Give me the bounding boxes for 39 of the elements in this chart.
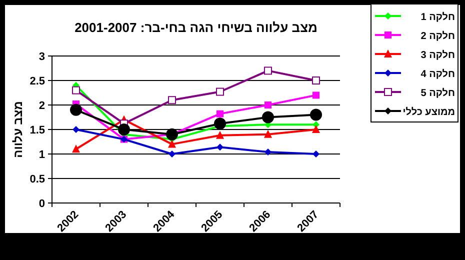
point: [264, 130, 272, 138]
y-tick-label: 0: [38, 198, 45, 210]
point: [262, 111, 274, 124]
point: [216, 130, 224, 139]
point: [264, 148, 272, 156]
y-tick-label: 2: [38, 100, 45, 112]
point: [168, 140, 176, 148]
point: [310, 108, 322, 121]
point: [72, 144, 80, 153]
legend-label: חלקה 2: [420, 30, 455, 42]
point: [264, 102, 272, 108]
point: [312, 92, 320, 99]
point: [70, 104, 82, 116]
y-axis-title: מצב עלווה: [11, 101, 25, 158]
point: [216, 88, 224, 96]
chart-title: מצב עלווה בשיחי הגה בחי-בר: 2001-2007: [74, 20, 318, 35]
legend-label: חלקה 1: [420, 11, 455, 23]
point: [312, 76, 320, 84]
point: [72, 126, 80, 133]
point: [72, 86, 80, 94]
point: [312, 150, 320, 158]
y-tick-label: 1: [38, 149, 45, 161]
y-tick-label: 1.5: [30, 124, 45, 136]
point: [216, 110, 224, 118]
point: [214, 118, 226, 130]
legend-label: חלקה 3: [420, 49, 455, 61]
y-tick-label: 2.5: [30, 76, 45, 88]
legend-label: חלקה 5: [420, 87, 455, 99]
y-tick-label: 3: [38, 51, 45, 63]
point: [312, 125, 320, 133]
point: [166, 128, 178, 140]
point: [264, 66, 272, 75]
point: [118, 124, 130, 136]
y-tick-label: 0.5: [30, 174, 45, 186]
point: [168, 96, 176, 104]
legend-label: ממוצע כללי: [402, 106, 455, 118]
legend-label: חלקה 4: [420, 68, 455, 80]
point: [216, 144, 224, 151]
point: [168, 150, 176, 158]
